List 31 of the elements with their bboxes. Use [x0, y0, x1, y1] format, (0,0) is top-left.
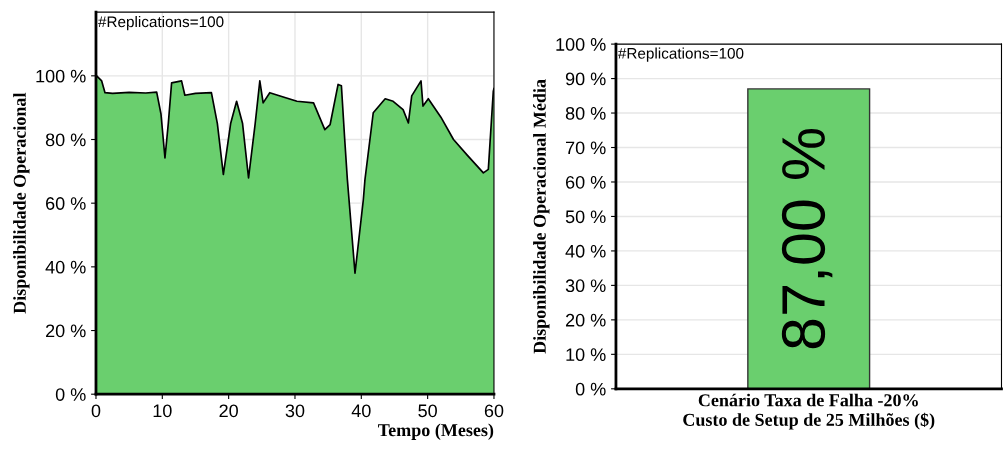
x-tick-label: 40: [351, 404, 371, 418]
text: 87,00 %: [781, 128, 833, 349]
y-tick-label: 40 %: [45, 260, 86, 274]
y-tick-label: 90 %: [565, 72, 606, 86]
y-tick-label: 10 %: [566, 348, 606, 362]
x-tick-label: 20: [219, 404, 238, 418]
annotation: #Replications=100: [617, 47, 744, 62]
x-tick-label: 0: [91, 404, 101, 418]
x-axis-title: Tempo (Meses): [378, 423, 494, 440]
y-tick-label: 80 %: [565, 106, 606, 120]
y-tick-label: 20 %: [46, 324, 86, 338]
y-tick-label: 100 %: [36, 69, 86, 83]
y-tick-label: 30 %: [565, 279, 606, 293]
x-tick-label: 30: [285, 404, 305, 418]
x-tick-label: 60: [484, 404, 504, 418]
annotation: #Replications=100: [98, 15, 224, 31]
y-tick-label: 60 %: [46, 197, 86, 210]
y-tick-label: 100 %: [556, 38, 606, 51]
x-tick-label: 50: [418, 404, 437, 418]
x-tick-label: 10: [153, 404, 172, 418]
y-tick-label: 60 %: [566, 175, 606, 189]
y-tick-label: 70 %: [566, 141, 606, 155]
y-tick-label: 0 %: [55, 388, 86, 401]
y-tick-label: 50 %: [565, 210, 606, 224]
y-tick-label: 0 %: [575, 382, 606, 396]
y-axis-title: Disponibilidade Operacional Média: [533, 79, 550, 354]
y-axis-title: Disponibilidade Operacional: [13, 92, 30, 314]
y-tick-label: 40 %: [565, 244, 606, 258]
y-tick-label: 80 %: [45, 133, 86, 147]
x-tick-label: Cenário Taxa de Falha -20% Custo de Setup de 25 Milhões ($): [683, 393, 935, 430]
y-tick-label: 20 %: [565, 313, 606, 327]
